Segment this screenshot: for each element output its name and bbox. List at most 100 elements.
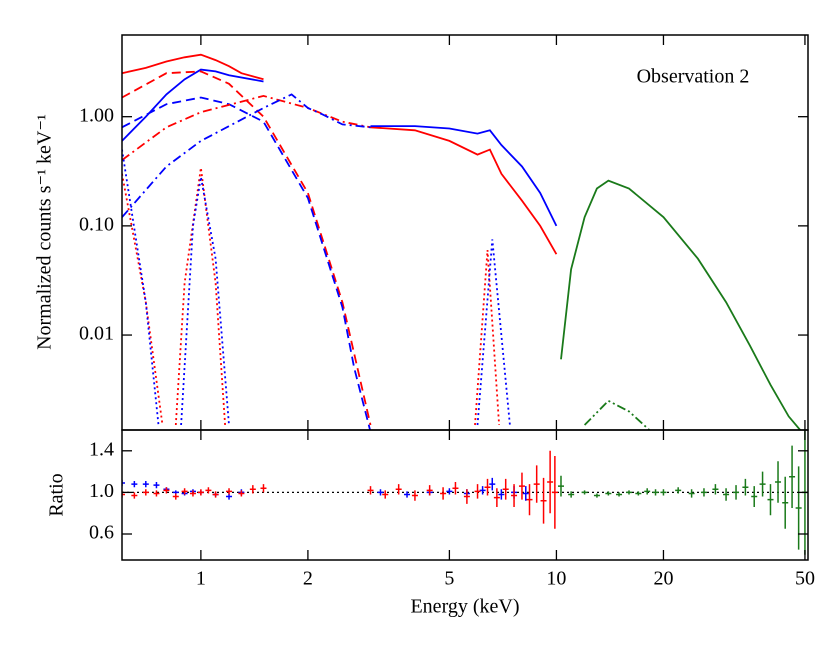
ratio-point [226, 488, 233, 495]
ratio-point [426, 485, 433, 496]
ratio-point [605, 491, 612, 496]
plot-area [122, 53, 802, 430]
ratio-point [189, 490, 196, 497]
ratio-point [518, 472, 525, 500]
y-axis-label: Normalized counts s⁻¹ keV⁻¹ [34, 114, 56, 350]
ratio-point [153, 490, 160, 497]
ratio-point [751, 486, 758, 507]
ratio-point [675, 487, 682, 494]
y-tick-label: 1.00 [79, 104, 114, 126]
ratio-point [644, 488, 651, 495]
ratio-point [153, 482, 160, 489]
ratio-point [723, 488, 730, 501]
ratio-point [446, 488, 453, 495]
ratio-point [759, 471, 766, 497]
ratio-point [551, 456, 558, 529]
ratio-point [493, 488, 500, 507]
ratio-point [688, 489, 695, 498]
ratio-point [540, 477, 547, 524]
x-tick-label: 1 [196, 568, 206, 590]
x-tick-label: 5 [444, 568, 454, 590]
ratio-point [122, 491, 125, 498]
ratio-point [502, 478, 509, 500]
model-line [122, 53, 558, 255]
ratio-point [484, 478, 491, 496]
ratio-point [440, 487, 447, 500]
plot-area [122, 430, 808, 555]
y-tick-label: 1.4 [89, 438, 114, 460]
model-line [122, 93, 371, 218]
ratio-point [212, 491, 219, 498]
ratio-point [479, 486, 486, 495]
ratio-point [131, 492, 138, 499]
model-line [583, 399, 651, 430]
ratio-point [700, 488, 707, 497]
ratio-point [557, 475, 564, 497]
ratio-point [474, 484, 481, 499]
ratio-point [197, 489, 204, 496]
model-line [560, 179, 802, 430]
y-tick-label: 0.6 [89, 522, 114, 544]
y-tick-label: 0.01 [79, 323, 114, 345]
y-axis-label: Ratio [46, 473, 68, 516]
model-line [122, 68, 558, 227]
ratio-point [547, 450, 554, 514]
ratio-point [511, 484, 518, 507]
ratio-point [142, 489, 149, 496]
ratio-point [593, 493, 600, 498]
ratio-point [568, 491, 575, 498]
model-line [122, 149, 511, 426]
ratio-point [767, 484, 774, 516]
annotation: Observation 2 [637, 66, 750, 88]
ratio-point [626, 490, 632, 495]
ratio-point [581, 490, 588, 495]
ratio-point [452, 482, 459, 495]
ratio-point [260, 484, 267, 493]
ratio-point [395, 484, 402, 495]
ratio-point [411, 490, 418, 501]
ratio-point [205, 487, 212, 494]
y-tick-label: 1.0 [89, 480, 114, 502]
ratio-point [775, 461, 782, 503]
ratio-point [712, 484, 719, 495]
ratio-point [489, 477, 496, 491]
ratio-point [172, 493, 179, 500]
ratio-point [163, 487, 170, 494]
model-line [122, 96, 371, 430]
ratio-point [131, 480, 138, 488]
ratio-point [652, 489, 659, 496]
ratio-point [377, 489, 384, 496]
ratio-point [142, 480, 149, 488]
ratio-point [635, 491, 642, 496]
y-tick-label: 0.10 [79, 213, 114, 235]
ratio-point [660, 489, 667, 496]
ratio-point [498, 489, 505, 500]
ratio-point [522, 486, 529, 501]
model-line [122, 167, 500, 426]
ratio-point [533, 465, 540, 503]
ratio-point [122, 479, 125, 487]
x-axis-label: Energy (keV) [410, 596, 519, 618]
ratio-point [795, 466, 802, 550]
ratio-point [404, 491, 411, 498]
x-tick-label: 10 [546, 568, 566, 590]
ratio-point [742, 478, 749, 496]
model-line [122, 94, 371, 161]
ratio-point [367, 486, 374, 495]
x-tick-label: 2 [303, 568, 313, 590]
model-line [122, 70, 372, 426]
frame [121, 429, 809, 561]
ratio-point [789, 445, 796, 508]
ratio-point [181, 488, 188, 495]
ratio-point [526, 484, 533, 516]
frame [121, 34, 809, 431]
ratio-point [782, 476, 789, 529]
ratio-point [238, 490, 245, 497]
ratio-point [382, 490, 389, 499]
ratio-point [249, 485, 256, 494]
ratio-point [463, 489, 470, 504]
x-tick-label: 20 [653, 568, 673, 590]
ratio-point [616, 492, 623, 497]
ratio-point [733, 485, 740, 500]
